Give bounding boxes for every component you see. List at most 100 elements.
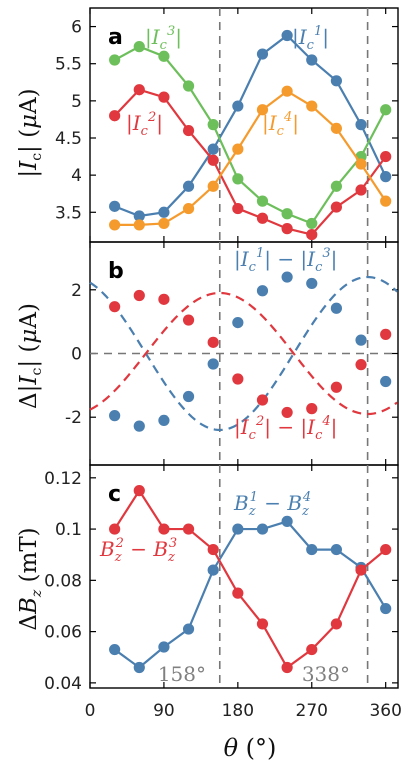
series-line-c-1 <box>113 488 387 670</box>
series-line-a-2 <box>114 45 387 225</box>
data-point-a-2 <box>109 54 121 66</box>
data-point-c-1 <box>133 485 145 497</box>
data-point-c-0 <box>133 661 145 674</box>
data-point-c-1 <box>330 618 342 630</box>
data-point-a-1 <box>256 212 269 224</box>
data-point-a-3 <box>256 104 269 116</box>
data-point-a-0 <box>355 119 367 131</box>
data-point-a-0 <box>109 200 121 212</box>
data-point-b-1 <box>182 314 195 326</box>
data-point-c-1 <box>281 661 293 674</box>
data-point-a-3 <box>232 143 244 155</box>
data-point-c-0 <box>306 543 318 556</box>
data-point-a-3 <box>158 217 170 230</box>
data-point-b-0 <box>355 334 367 346</box>
data-point-a-3 <box>207 180 219 192</box>
data-point-a-2 <box>330 180 342 192</box>
panel-b: -2 0 2 b <box>65 241 399 466</box>
y-tick-label-b: 0 <box>71 345 82 365</box>
data-point-a-1 <box>133 84 145 96</box>
data-point-b-1 <box>306 403 318 415</box>
data-point-b-0 <box>306 277 318 290</box>
data-point-b-1 <box>109 301 121 313</box>
y-tick-label-a: 4.5 <box>55 129 82 149</box>
data-point-b-0 <box>109 410 121 422</box>
data-point-a-0 <box>182 180 195 192</box>
data-point-c-1 <box>207 543 219 556</box>
data-point-a-2 <box>306 217 318 230</box>
data-point-a-1 <box>281 223 293 235</box>
y-tick-label-c: 0.06 <box>44 623 82 643</box>
data-point-a-2 <box>158 50 170 62</box>
data-point-a-1 <box>355 184 367 196</box>
data-point-a-2 <box>232 173 244 185</box>
data-point-a-0 <box>232 100 244 112</box>
data-point-c-1 <box>232 587 244 599</box>
data-point-b-1 <box>256 394 269 406</box>
data-point-a-3 <box>355 158 367 170</box>
data-point-b-0 <box>380 375 392 388</box>
data-point-a-0 <box>256 48 269 60</box>
data-point-c-1 <box>109 523 121 535</box>
data-point-a-0 <box>133 210 145 222</box>
data-point-a-3 <box>306 100 318 112</box>
data-point-a-1 <box>330 201 342 213</box>
y-tick-label-c: 0.04 <box>44 674 82 694</box>
y-tick-label-c: 0.08 <box>44 571 82 591</box>
data-point-a-1 <box>182 124 195 137</box>
data-point-c-1 <box>256 618 269 630</box>
x-axis-label: θ (°) <box>224 734 277 762</box>
label-ic4: |Ic4| <box>262 110 299 139</box>
ref-label-338: 338° <box>302 662 350 686</box>
label-ic2: |Ic2| <box>126 110 163 139</box>
data-point-b-0 <box>256 285 269 297</box>
x-tick-label: 0 <box>85 701 96 721</box>
data-point-a-1 <box>306 228 318 241</box>
data-point-b-1 <box>281 406 293 419</box>
panel-c: 0.04 0.06 0.08 0.1 0.12 c <box>44 464 399 694</box>
label-diff-13: |Ic1| − |Ic3| <box>234 246 337 275</box>
data-point-a-3 <box>330 122 342 134</box>
data-point-a-1 <box>109 110 121 122</box>
ylabel-b: Δ|Ic| (μA) <box>16 303 45 409</box>
plot-frame-c <box>89 464 399 689</box>
data-point-b-1 <box>232 373 244 385</box>
fit-curve-0 <box>89 275 398 432</box>
data-point-a-1 <box>232 202 244 215</box>
data-point-a-0 <box>330 75 342 87</box>
data-point-c-1 <box>158 523 170 535</box>
panel-letter-a: a <box>108 25 123 50</box>
data-point-a-2 <box>207 119 219 131</box>
data-point-b-0 <box>182 390 195 403</box>
data-point-c-0 <box>330 543 342 556</box>
data-point-b-1 <box>355 359 367 371</box>
y-tick-label-a: 3.5 <box>55 203 82 223</box>
data-point-c-1 <box>306 643 318 656</box>
data-point-a-2 <box>281 208 293 220</box>
data-point-a-2 <box>182 80 195 92</box>
data-point-b-0 <box>232 316 244 329</box>
label-ic1: |Ic1| <box>292 24 329 53</box>
data-point-c-1 <box>380 543 392 556</box>
data-point-b-0 <box>207 358 219 370</box>
data-point-a-2 <box>380 104 392 116</box>
label-b1-b4: Bz1 − Bz4 <box>233 490 311 519</box>
data-point-c-0 <box>281 515 293 527</box>
panel-letter-c: c <box>108 482 121 507</box>
data-point-a-0 <box>380 171 392 183</box>
y-tick-label-b: -2 <box>65 408 82 428</box>
data-point-c-1 <box>355 564 367 576</box>
y-tick-label-c: 0.12 <box>44 469 82 489</box>
data-point-a-3 <box>133 219 145 231</box>
x-tick-label: 180 <box>222 701 254 721</box>
data-point-a-3 <box>380 195 392 207</box>
x-tick-label: 90 <box>153 701 175 721</box>
ylabel-c: ΔBz (mT) <box>16 527 45 630</box>
data-point-c-0 <box>380 602 392 615</box>
y-tick-label-a: 6 <box>71 18 82 38</box>
fit-curve-1 <box>89 291 398 416</box>
y-tick-label-a: 5.5 <box>55 55 82 75</box>
y-tick-label-a: 5 <box>71 92 82 112</box>
x-tick-label: 360 <box>369 701 401 721</box>
